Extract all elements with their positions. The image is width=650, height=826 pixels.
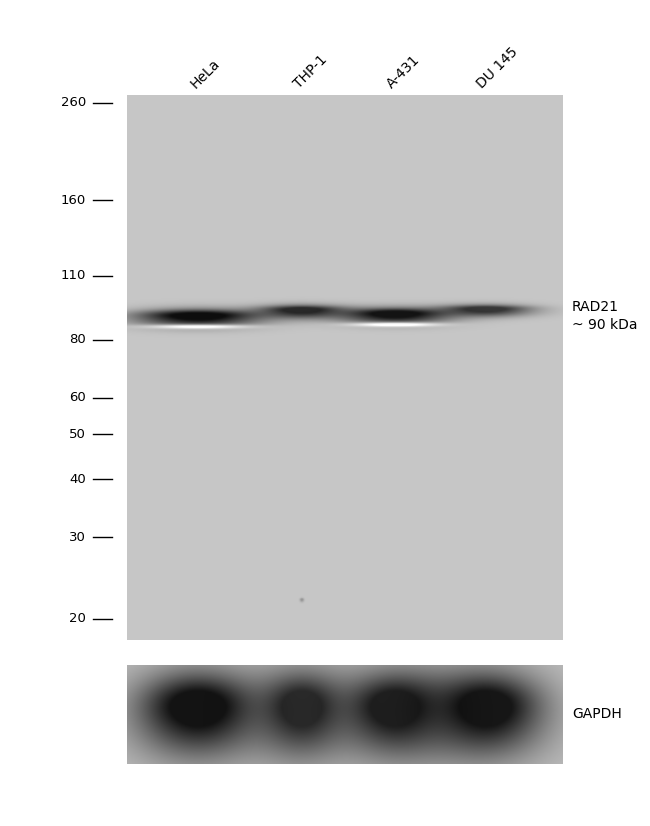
Text: 30: 30 — [69, 531, 86, 544]
Text: THP-1: THP-1 — [291, 52, 330, 91]
Text: 260: 260 — [60, 96, 86, 109]
Text: DU 145: DU 145 — [474, 45, 521, 91]
Text: 110: 110 — [60, 269, 86, 282]
Text: RAD21
~ 90 kDa: RAD21 ~ 90 kDa — [572, 300, 638, 332]
Text: 40: 40 — [69, 473, 86, 486]
Text: GAPDH: GAPDH — [572, 708, 622, 721]
Text: 160: 160 — [60, 194, 86, 206]
Text: 60: 60 — [69, 392, 86, 404]
Text: HeLa: HeLa — [187, 56, 222, 91]
Text: 80: 80 — [69, 334, 86, 346]
Text: A-431: A-431 — [384, 52, 423, 91]
Text: 50: 50 — [69, 428, 86, 441]
Text: 20: 20 — [69, 612, 86, 625]
